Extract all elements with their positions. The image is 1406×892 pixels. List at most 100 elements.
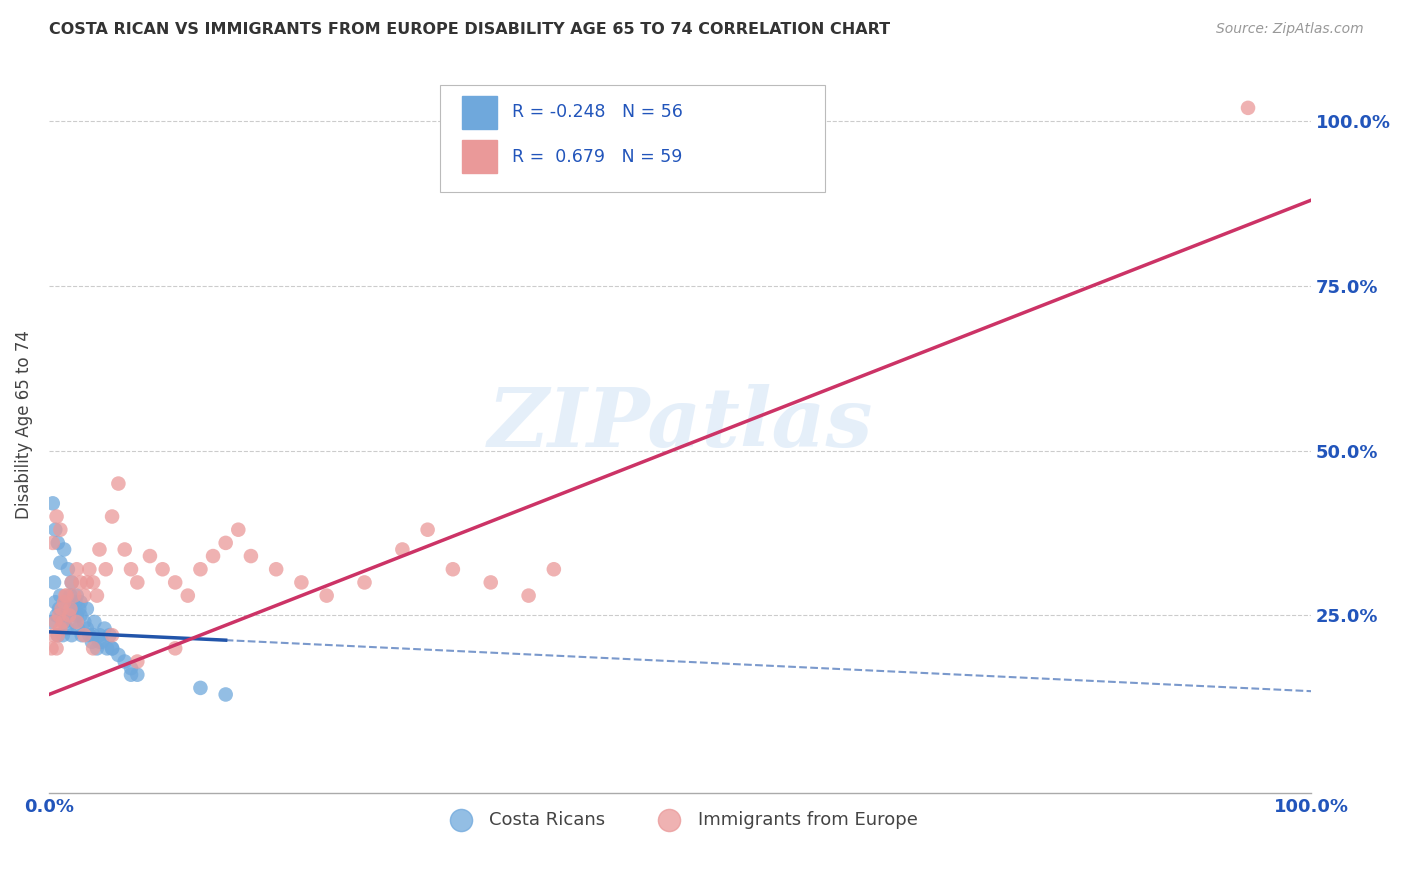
Point xyxy=(91,634,114,648)
Point xyxy=(42,628,65,642)
Point xyxy=(177,589,200,603)
Point xyxy=(49,523,72,537)
Point xyxy=(127,655,149,669)
Point xyxy=(58,608,80,623)
Point xyxy=(190,562,212,576)
Point xyxy=(80,634,103,648)
Point xyxy=(82,641,104,656)
Point xyxy=(165,641,187,656)
Point xyxy=(101,641,124,656)
Point xyxy=(127,575,149,590)
Point xyxy=(69,575,91,590)
Point xyxy=(79,628,101,642)
Point xyxy=(66,608,89,623)
Point xyxy=(59,602,82,616)
Point xyxy=(66,622,89,636)
Text: R =  0.679   N = 59: R = 0.679 N = 59 xyxy=(512,148,682,166)
Point xyxy=(94,562,117,576)
Point xyxy=(353,575,375,590)
Point xyxy=(416,523,439,537)
Point xyxy=(66,589,89,603)
Point xyxy=(391,542,413,557)
Point xyxy=(441,562,464,576)
Point xyxy=(46,536,69,550)
Point xyxy=(315,589,337,603)
Point xyxy=(53,542,76,557)
Point xyxy=(55,589,77,603)
Point xyxy=(226,523,249,537)
Point xyxy=(67,602,90,616)
Point xyxy=(73,615,96,629)
Y-axis label: Disability Age 65 to 74: Disability Age 65 to 74 xyxy=(15,330,32,518)
Point xyxy=(60,575,83,590)
Point xyxy=(45,509,67,524)
Point xyxy=(60,575,83,590)
Point xyxy=(62,602,84,616)
Point xyxy=(86,589,108,603)
Point xyxy=(239,549,262,563)
Text: ZIPatlas: ZIPatlas xyxy=(488,384,873,464)
Point xyxy=(41,615,63,629)
Point xyxy=(76,602,98,616)
Point xyxy=(51,608,73,623)
Point xyxy=(48,602,70,616)
Point xyxy=(53,595,76,609)
Point xyxy=(45,608,67,623)
Point xyxy=(48,608,70,623)
Point xyxy=(51,602,73,616)
Point xyxy=(69,608,91,623)
Point xyxy=(101,641,124,656)
Point xyxy=(42,496,65,510)
Point xyxy=(93,622,115,636)
Point xyxy=(76,622,98,636)
Point xyxy=(152,562,174,576)
Point xyxy=(107,648,129,662)
Point xyxy=(55,589,77,603)
Point xyxy=(290,575,312,590)
Point xyxy=(49,589,72,603)
FancyBboxPatch shape xyxy=(461,95,498,129)
Point xyxy=(55,595,77,609)
Point xyxy=(55,622,77,636)
Point xyxy=(42,536,65,550)
Point xyxy=(73,589,96,603)
Point xyxy=(89,628,111,642)
Point xyxy=(83,615,105,629)
Point xyxy=(82,628,104,642)
Point xyxy=(107,476,129,491)
Point xyxy=(49,622,72,636)
Point xyxy=(46,628,69,642)
Point xyxy=(63,615,86,629)
Point xyxy=(1237,101,1260,115)
Point xyxy=(70,628,93,642)
Point xyxy=(73,628,96,642)
Point xyxy=(98,628,121,642)
Point xyxy=(56,562,79,576)
Point xyxy=(79,562,101,576)
Point xyxy=(58,608,80,623)
Point xyxy=(56,602,79,616)
Point xyxy=(543,562,565,576)
Point xyxy=(215,536,238,550)
Point xyxy=(60,628,83,642)
Point xyxy=(44,615,66,629)
Point xyxy=(42,575,65,590)
Point xyxy=(45,641,67,656)
Point xyxy=(41,641,63,656)
Point xyxy=(89,634,111,648)
Point xyxy=(82,575,104,590)
Point xyxy=(165,575,187,590)
Point xyxy=(86,641,108,656)
Point xyxy=(89,542,111,557)
Point xyxy=(101,509,124,524)
Point xyxy=(190,681,212,695)
Point xyxy=(479,575,502,590)
FancyBboxPatch shape xyxy=(461,140,498,173)
Point xyxy=(96,641,118,656)
Point xyxy=(114,655,136,669)
Text: R = -0.248   N = 56: R = -0.248 N = 56 xyxy=(512,103,683,121)
Point xyxy=(264,562,287,576)
Point xyxy=(44,523,66,537)
Point xyxy=(120,667,142,681)
Point xyxy=(215,688,238,702)
